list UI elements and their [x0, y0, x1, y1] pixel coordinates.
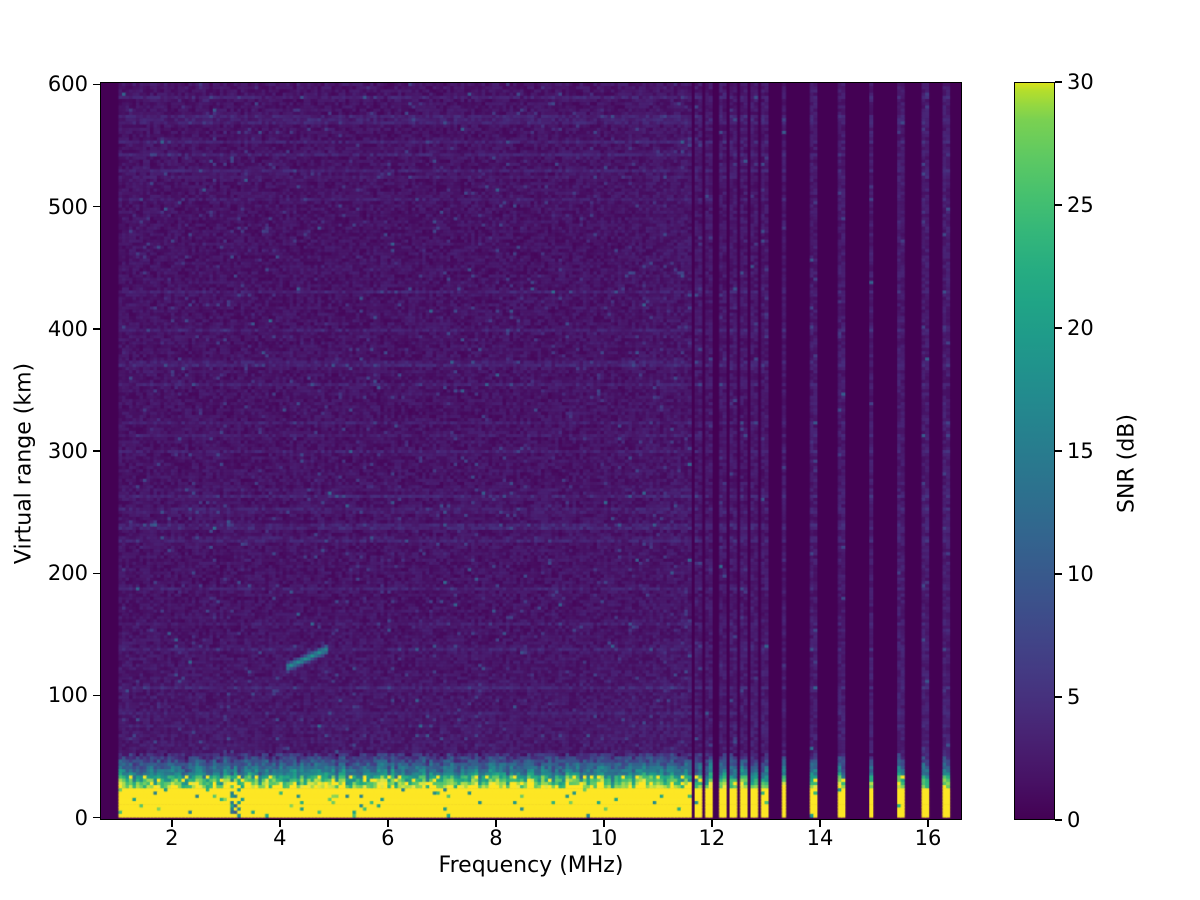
colorbar-tick-mark — [1055, 573, 1062, 575]
colorbar-tick-label: 10 — [1067, 562, 1094, 586]
x-tick-label: 10 — [590, 826, 618, 850]
y-axis-tick-labels: 0 100 200 300 400 500 600 — [0, 0, 88, 900]
colorbar-tick-label: 30 — [1067, 70, 1094, 94]
x-tick-label: 2 — [165, 826, 179, 850]
colorbar-tick-mark — [1055, 819, 1062, 821]
x-tick-label: 8 — [489, 826, 503, 850]
x-tick-mark — [711, 820, 713, 827]
y-tick-mark — [93, 694, 100, 697]
x-tick-mark — [171, 820, 173, 827]
y-tick-mark — [93, 816, 100, 819]
y-tick-label: 500 — [47, 194, 88, 219]
colorbar-gradient — [1014, 82, 1055, 820]
y-tick-label: 100 — [47, 683, 88, 708]
x-tick-mark — [279, 820, 281, 827]
colorbar-tick-label: 0 — [1067, 808, 1081, 832]
y-tick-label: 600 — [47, 72, 88, 97]
x-tick-mark — [819, 820, 821, 827]
y-tick-mark — [93, 206, 100, 208]
x-tick-mark — [927, 820, 929, 827]
colorbar-tick-label: 20 — [1067, 316, 1094, 340]
colorbar-tick-mark — [1055, 204, 1062, 206]
colorbar-tick-label: 15 — [1067, 439, 1094, 463]
x-tick-label: 14 — [806, 826, 834, 850]
y-tick-mark — [93, 572, 100, 574]
x-tick-mark — [495, 820, 497, 827]
plot-area — [100, 82, 962, 820]
y-tick-label: 400 — [47, 316, 88, 341]
x-tick-mark — [387, 820, 389, 827]
x-tick-label: 6 — [381, 826, 395, 850]
y-tick-label: 200 — [47, 561, 88, 586]
x-tick-label: 4 — [273, 826, 287, 850]
y-axis-label: Virtual range (km) — [11, 362, 37, 565]
x-axis-label: Frequency (MHz) — [438, 853, 624, 878]
y-tick-mark — [93, 450, 100, 452]
y-tick-mark — [93, 83, 100, 86]
y-tick-mark — [93, 328, 100, 330]
colorbar-label: SNR (dB) — [1114, 414, 1140, 513]
x-tick-mark — [603, 820, 605, 827]
colorbar-tick-mark — [1055, 327, 1062, 329]
colorbar-tick-mark — [1055, 81, 1062, 83]
colorbar-tick-label: 5 — [1067, 685, 1081, 709]
x-tick-label: 12 — [698, 826, 726, 850]
colorbar-tick-mark — [1055, 696, 1062, 698]
ionogram-heatmap — [101, 83, 961, 819]
colorbar-tick-mark — [1055, 450, 1062, 452]
y-tick-label: 300 — [47, 439, 88, 463]
y-tick-label: 0 — [74, 805, 88, 830]
colorbar-tick-label: 25 — [1067, 193, 1094, 217]
x-tick-label: 16 — [914, 826, 942, 850]
